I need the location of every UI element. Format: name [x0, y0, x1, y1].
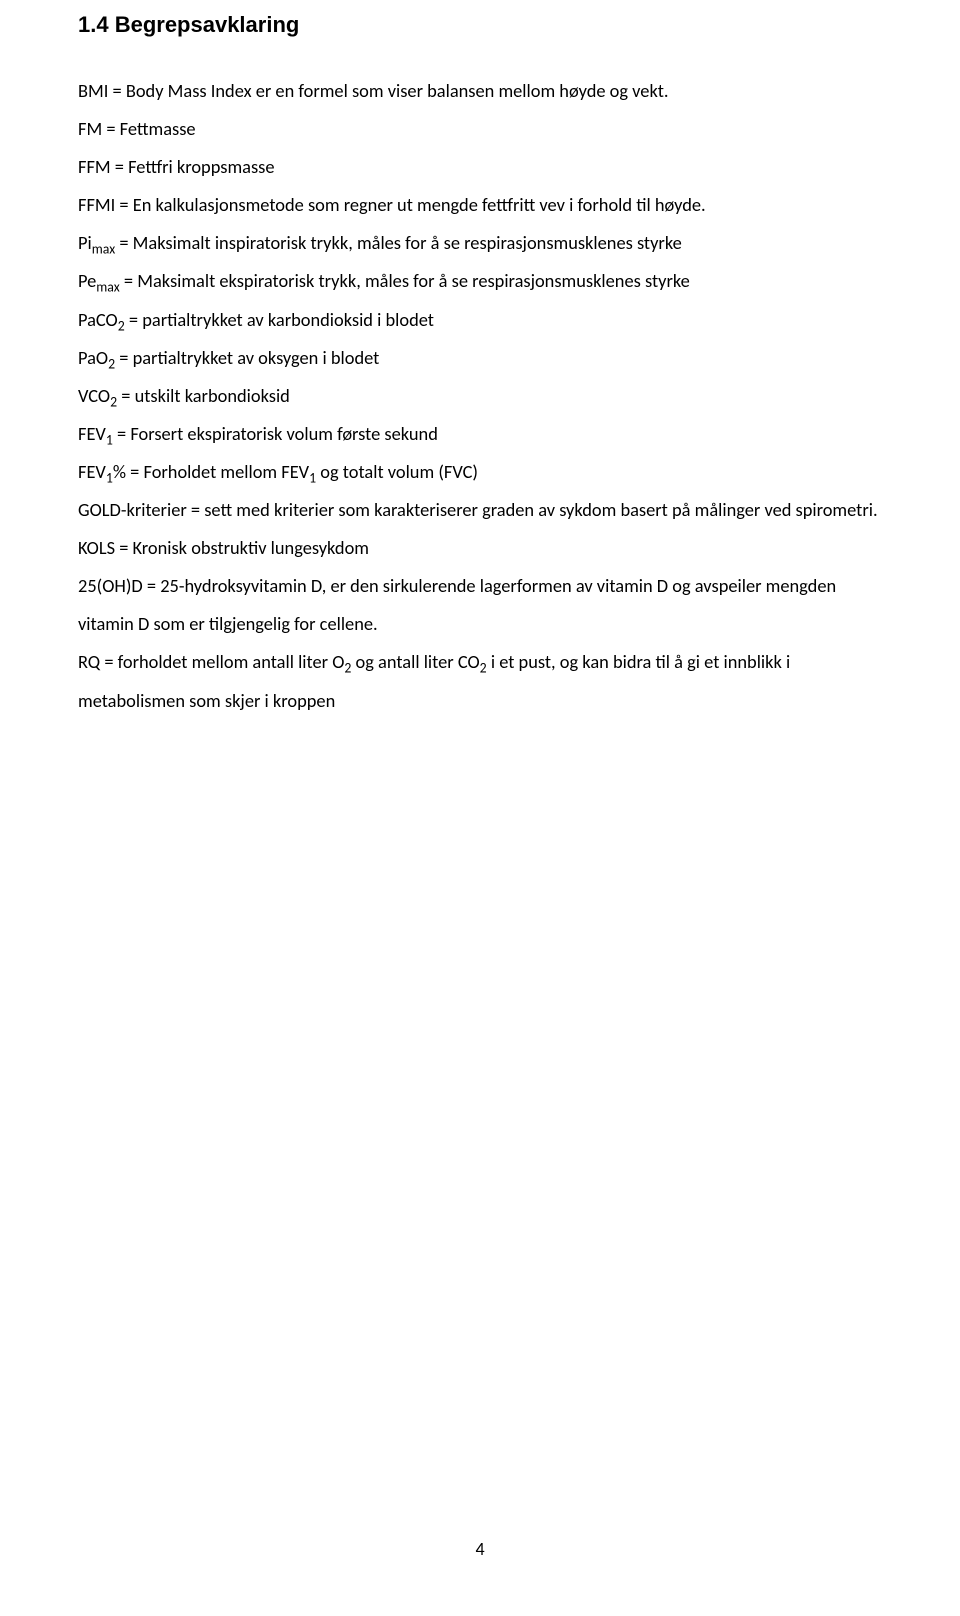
document-page: 1.4 Begrepsavklaring BMI = Body Mass Ind… — [0, 0, 960, 1616]
text: % = Forholdet mellom FEV — [113, 460, 309, 483]
text: og antall liter CO — [351, 650, 479, 673]
definition-line: FEV1 = Forsert ekspiratorisk volum først… — [78, 415, 882, 453]
page-number: 4 — [0, 1538, 960, 1560]
definition-line: FFM = Fettfri kroppsmasse — [78, 148, 882, 186]
definition-line: PaO2 = partialtrykket av oksygen i blode… — [78, 339, 882, 377]
definition-line: Pemax = Maksimalt ekspiratorisk trykk, m… — [78, 262, 882, 300]
term: Pi — [78, 231, 92, 254]
body-text: BMI = Body Mass Index er en formel som v… — [78, 72, 882, 720]
definition: = Maksimalt ekspiratorisk trykk, måles f… — [120, 269, 690, 292]
subscript: max — [92, 241, 115, 258]
definition-line: FEV1% = Forholdet mellom FEV1 og totalt … — [78, 453, 882, 491]
definition: = Maksimalt inspiratorisk trykk, måles f… — [115, 231, 682, 254]
term: FEV — [78, 422, 106, 445]
definition: = Forsert ekspiratorisk volum første sek… — [113, 422, 438, 445]
definition-line: PaCO2 = partialtrykket av karbondioksid … — [78, 301, 882, 339]
definition: = partialtrykket av oksygen i blodet — [115, 346, 379, 369]
text: og totalt volum (FVC) — [316, 460, 478, 483]
term: PaO — [78, 346, 108, 369]
definition-line: FM = Fettmasse — [78, 110, 882, 148]
subscript: max — [96, 279, 119, 296]
subscript: 1 — [106, 432, 113, 449]
definition: = utskilt karbondioksid — [117, 384, 290, 407]
term: PaCO — [78, 308, 118, 331]
definition-line: GOLD-kriterier = sett med kriterier som … — [78, 491, 882, 529]
text: RQ = forholdet mellom antall liter O — [78, 650, 344, 673]
term: Pe — [78, 269, 96, 292]
subscript: 1 — [106, 470, 113, 487]
definition-line: 25(OH)D = 25-hydroksyvitamin D, er den s… — [78, 567, 882, 643]
definition-line: KOLS = Kronisk obstruktiv lungesykdom — [78, 529, 882, 567]
term: VCO — [78, 384, 110, 407]
section-heading: 1.4 Begrepsavklaring — [78, 12, 882, 38]
definition-line: BMI = Body Mass Index er en formel som v… — [78, 72, 882, 110]
definition-line: RQ = forholdet mellom antall liter O 2 og… — [78, 643, 882, 719]
definition-line: VCO2 = utskilt karbondioksid — [78, 377, 882, 415]
term: FEV — [78, 460, 106, 483]
definition-line: Pimax = Maksimalt inspiratorisk trykk, m… — [78, 224, 882, 262]
subscript: 2 — [480, 660, 487, 677]
definition-line: FFMI = En kalkulasjonsmetode som regner … — [78, 186, 882, 224]
definition: = partialtrykket av karbondioksid i blod… — [125, 308, 434, 331]
subscript: 2 — [118, 317, 125, 334]
